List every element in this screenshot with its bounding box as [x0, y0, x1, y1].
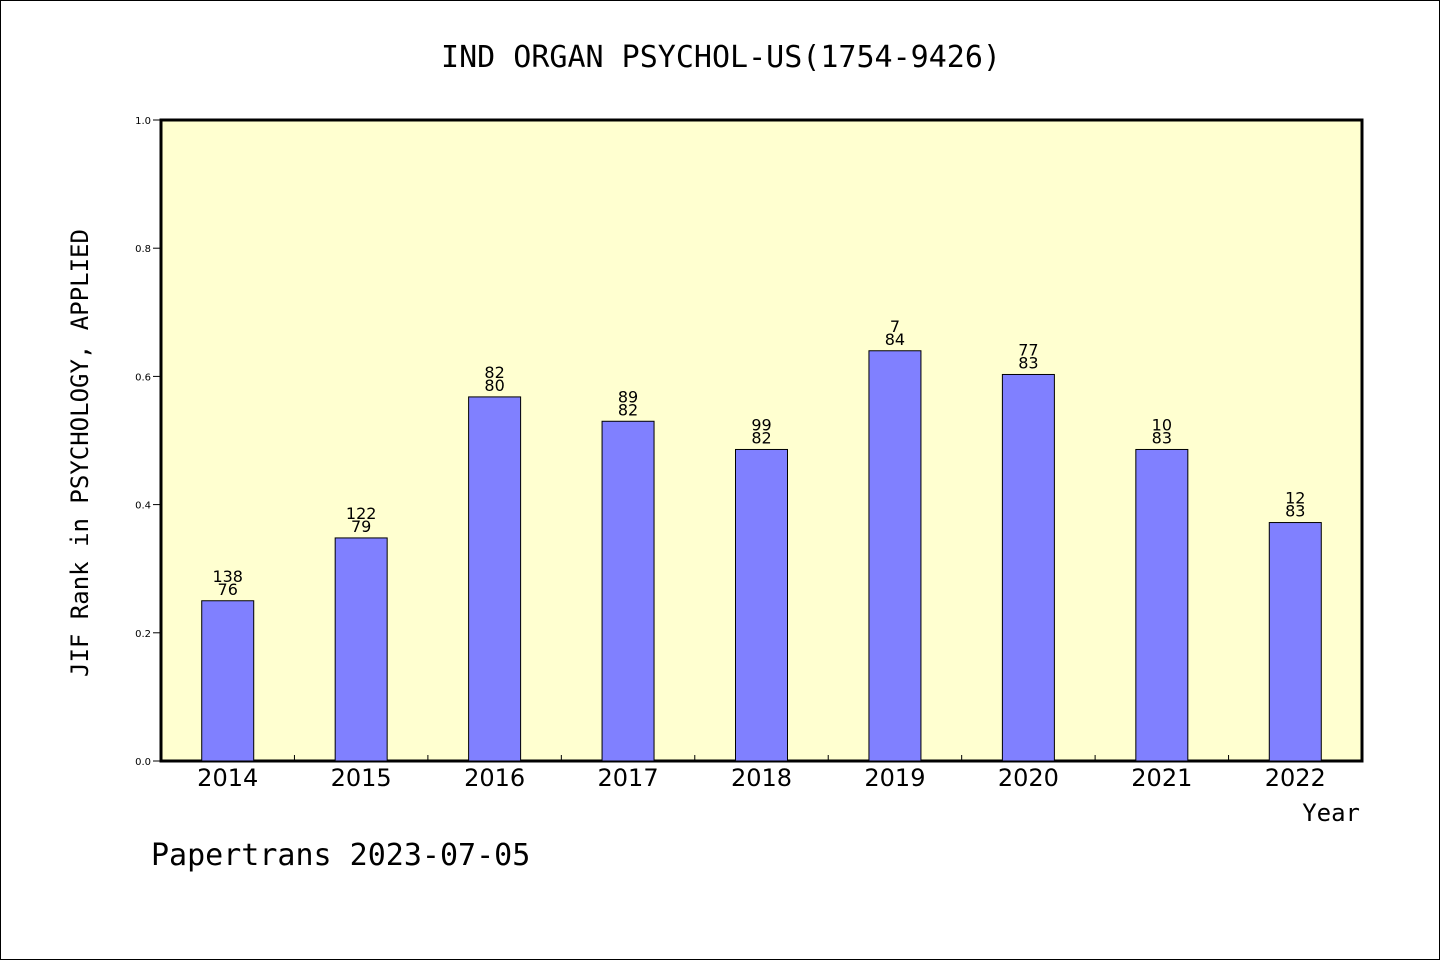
x-axis: 2014 2015 2016 2017 2018 2019 2020 2021 2022	[197, 755, 1326, 792]
bar-2017	[601, 420, 655, 762]
y-tick-label: 0.2	[135, 629, 151, 640]
footer-text: Papertrans 2023-07-05	[151, 838, 530, 873]
bar-label-rank: 122	[346, 504, 377, 523]
bar-2022	[1268, 522, 1322, 762]
x-tick-label: 2021	[1131, 764, 1192, 792]
bar-2014	[201, 600, 255, 762]
bar-label-rank: 99	[751, 415, 771, 434]
y-tick-label: 0.4	[135, 501, 151, 512]
bar-label-rank: 10	[1152, 415, 1172, 434]
bar-label-total: 82	[751, 428, 771, 447]
bar-label-rank: 77	[1018, 340, 1038, 359]
x-tick-label: 2018	[731, 764, 792, 792]
y-tick-label: 0.0	[135, 757, 151, 768]
bar-2021	[1135, 448, 1189, 762]
bar-label-rank: 82	[484, 363, 504, 382]
bar-2018	[735, 448, 788, 762]
bar-label-rank: 138	[212, 567, 243, 586]
x-tick-label: 2019	[864, 764, 925, 792]
chart-title: IND ORGAN PSYCHOL-US(1754-9426)	[441, 40, 1001, 75]
bar-label-total: 83	[1018, 353, 1038, 372]
bar-label-rank: 7	[890, 317, 900, 336]
bar-label-total: 84	[885, 330, 905, 349]
y-axis: 0.0 0.2 0.4 0.6 0.8 1.0	[135, 116, 161, 768]
bar-label-total: 82	[618, 400, 638, 419]
x-tick-label: 2015	[331, 764, 392, 792]
bar-label-total: 79	[351, 517, 371, 536]
bar-2020	[1001, 373, 1055, 762]
bar-label-rank: 12	[1285, 489, 1305, 508]
bar-label-total: 83	[1285, 502, 1305, 521]
x-tick-label: 2014	[197, 764, 258, 792]
bar-2015	[334, 537, 388, 762]
y-tick-label: 1.0	[135, 116, 151, 127]
bar-label-total: 76	[218, 580, 238, 599]
bar-2016	[468, 396, 522, 762]
x-tick-label: 2022	[1265, 764, 1326, 792]
bar-label-rank: 89	[618, 387, 638, 406]
bars-group	[201, 350, 1322, 762]
y-axis-label: JIF Rank in PSYCHOLOGY, APPLIED	[66, 229, 94, 677]
x-axis-label: Year	[1302, 799, 1360, 827]
bar-label-total: 80	[484, 376, 504, 395]
x-tick-label: 2017	[598, 764, 659, 792]
bar-label-total: 83	[1152, 428, 1172, 447]
x-tick-label: 2016	[464, 764, 525, 792]
bar-2019	[868, 350, 922, 762]
x-tick-label: 2020	[998, 764, 1059, 792]
y-tick-label: 0.8	[135, 244, 151, 255]
y-tick-label: 0.6	[135, 372, 151, 383]
